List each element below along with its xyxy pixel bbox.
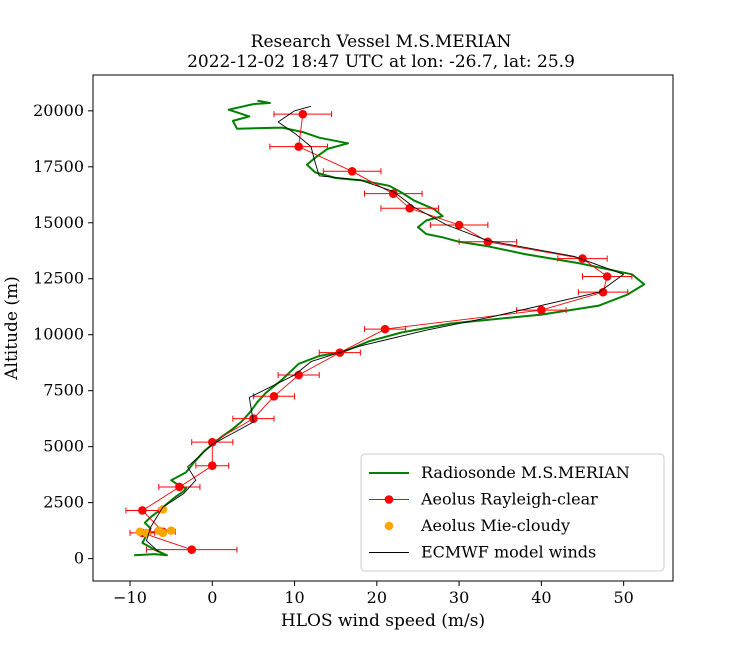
rayleigh-point [207,461,217,470]
legend-entry-label: Aeolus Rayleigh-clear [420,490,598,509]
y-tick-label: 2500 [43,493,84,512]
rayleigh-point [454,220,464,230]
rayleigh-point [207,437,217,447]
x-tick-label: 40 [531,588,551,607]
legend-entry-label: ECMWF model winds [421,543,596,562]
rayleigh-point [483,237,493,247]
rayleigh-point [269,391,279,401]
y-tick-label: 5000 [43,437,84,456]
plot-area: −10 0 10 20 30 40 50 0 2500 5000 7500 10000 12500 150… [33,74,674,607]
mie-point [154,526,164,535]
y-tick-label: 0 [74,549,84,568]
chart-title: Research Vessel M.S.MERIAN [251,32,512,52]
x-tick-label: 20 [367,588,387,607]
y-tick-label: 12500 [33,269,84,288]
x-axis-label: HLOS wind speed (m/s) [281,611,485,631]
rayleigh-point [249,414,258,423]
x-tick-label: −10 [113,588,147,607]
rayleigh-point [602,272,612,281]
rayleigh-point [537,305,546,315]
rayleigh-point [187,545,197,554]
rayleigh-point [405,203,415,213]
mie-point [158,505,168,514]
legend-marker-handle [384,495,394,504]
legend-marker-handle [384,521,394,531]
legend-box [360,453,665,572]
axes-frame [92,74,674,582]
rayleigh-point [578,254,587,263]
plot-series-group [125,99,646,557]
mie-point [135,527,145,537]
y-axis-label: Altitude (m) [2,276,22,381]
rayleigh-point [175,482,184,492]
mie-point [166,526,176,535]
y-tick-label: 10000 [33,325,84,344]
x-tick-label: 10 [284,588,304,607]
rayleigh-point [347,166,357,176]
rayleigh-point [380,324,390,334]
series-line-3 [146,105,625,553]
y-tick-label: 15000 [33,213,84,232]
x-tick-label: 30 [449,588,469,607]
x-tick-label: 50 [613,588,633,607]
rayleigh-point [294,142,303,151]
series-line-0 [134,99,646,557]
y-tick-label: 20000 [33,101,84,120]
legend-entry-label: Aeolus Mie-cloudy [420,516,570,535]
rayleigh-point [388,189,398,198]
rayleigh-point [598,287,608,297]
rayleigh-point [138,506,147,515]
legend-entry-label: Radiosonde M.S.MERIAN [421,463,630,482]
rayleigh-point [298,109,308,119]
legend: Radiosonde M.S.MERIAN Aeolus Rayleigh-cle… [360,453,665,572]
y-tick-label: 7500 [43,381,84,400]
x-tick-label: 0 [207,588,217,607]
y-tick-label: 17500 [33,157,84,176]
chart-subtitle: 2022-12-02 18:47 UTC at lon: -26.7, lat:… [187,52,575,72]
